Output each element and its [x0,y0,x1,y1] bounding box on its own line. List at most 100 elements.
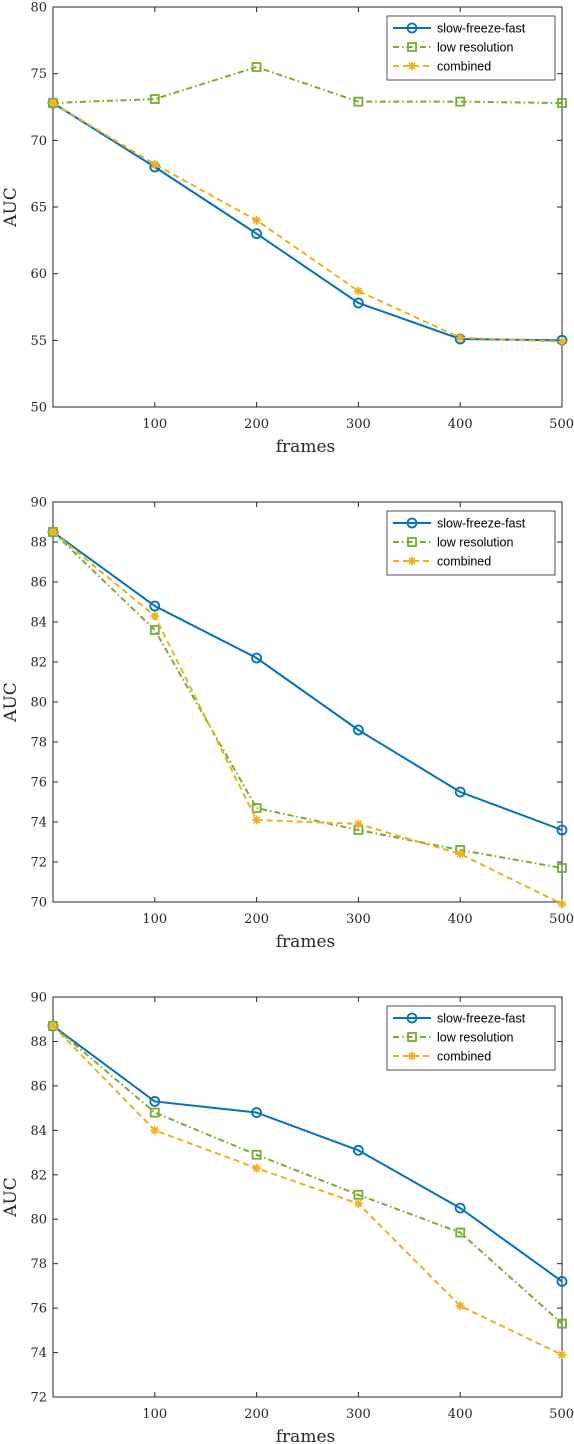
y-tick-label: 78 [30,1257,47,1272]
data-point [149,600,161,612]
y-tick-label: 76 [30,776,47,791]
data-point [557,863,567,873]
y-tick-label: 76 [30,1302,47,1317]
y-tick-label: 90 [30,991,47,1006]
y-tick-label: 72 [30,856,47,871]
data-point [353,819,363,829]
legend-label: combined [437,60,491,74]
data-point [455,96,466,107]
y-tick-label: 88 [30,1035,47,1050]
chart-1: 50 55 60 65 70 75 80 100 200 300 400 500 frames AUC sl… [1,1,574,458]
x-tick-label: 400 [448,912,473,927]
data-point [455,849,465,859]
legend-swatch-marker [406,1012,418,1024]
x-tick-label: 300 [346,417,371,432]
y-tick-label: 70 [30,134,47,149]
data-point [455,1227,466,1238]
y-tick-label: 86 [30,1079,47,1094]
x-tick-label: 100 [142,912,167,927]
data-point [352,297,364,309]
chart-3: 72 74 76 78 80 82 84 86 88 90 100 200 300 400 500 frame… [1,991,574,1444]
data-point [252,215,262,225]
y-tick-label: 75 [30,67,47,82]
data-point [251,228,263,240]
x-tick-label: 300 [346,912,371,927]
series-combined [48,527,567,909]
series-line [52,531,563,831]
legend-label: combined [437,555,491,569]
legend-label: slow-freeze-fast [437,1012,526,1026]
data-point [454,1202,466,1214]
x-axis-label: frames [276,1427,335,1444]
y-tick-label: 82 [30,656,47,671]
data-point [150,159,160,169]
x-tick-label: 200 [244,1407,269,1422]
data-point [251,652,263,664]
y-tick-label: 86 [30,576,47,591]
data-point [557,899,567,909]
y-tick-label: 60 [30,267,47,282]
data-point [48,1021,58,1031]
chart-2: 70 72 74 76 78 80 82 84 86 88 90 100 200 300 400 500 fra… [1,496,574,953]
y-tick-label: 82 [30,1168,47,1183]
y-tick-label: 80 [30,1213,47,1228]
y-tick-label: 70 [30,896,47,911]
series-line [52,1025,563,1356]
y-tick-label: 84 [30,1124,47,1139]
data-point [353,1189,364,1200]
data-point [251,62,262,72]
legend: slow-freeze-fast low resolution combined [386,15,556,81]
data-point [353,1199,363,1209]
y-tick-label: 65 [30,201,47,216]
series-slow-freeze-fast [47,1020,568,1287]
data-point [149,625,160,635]
y-tick-label: 78 [30,736,47,751]
x-tick-label: 500 [549,417,574,432]
data-point [48,98,58,108]
y-tick-label: 74 [30,816,47,831]
data-point [48,527,58,537]
data-point [557,337,567,347]
x-tick-label: 500 [549,1407,574,1422]
legend-swatch-marker [406,517,418,529]
y-tick-label: 80 [30,1,47,16]
legend: slow-freeze-fast low resolution combined [386,1005,556,1071]
data-point [454,786,466,798]
series-line [52,65,563,104]
series-line [52,1025,563,1325]
data-point [556,1276,568,1287]
data-point [150,611,160,621]
data-point [352,724,364,736]
y-tick-label: 88 [30,536,47,551]
data-point [556,824,568,836]
y-axis-label: AUC [1,682,21,723]
data-point [149,94,160,104]
legend-label: slow-freeze-fast [437,517,526,531]
data-point [557,98,567,108]
data-point [251,803,262,813]
series-line [52,531,563,869]
data-point [455,333,465,343]
legend-swatch-marker [407,1032,417,1042]
data-point [149,1096,161,1107]
data-point [251,1107,263,1118]
legend-swatch-marker [407,61,417,71]
x-tick-label: 200 [244,912,269,927]
series-line [52,102,563,342]
y-tick-label: 72 [30,1391,47,1406]
series-line [52,1025,563,1283]
y-axis-label: AUC [1,1177,21,1218]
data-point [352,1144,364,1156]
x-tick-label: 400 [448,1407,473,1422]
legend-label: low resolution [437,1031,513,1045]
y-tick-label: 84 [30,616,47,631]
data-point [557,1350,567,1360]
x-tick-label: 100 [142,1407,167,1422]
data-point [557,1318,567,1329]
legend-swatch-marker [407,556,417,566]
x-tick-label: 400 [448,417,473,432]
y-tick-label: 50 [30,401,47,416]
x-tick-label: 500 [549,912,574,927]
legend-swatch-marker [407,42,417,52]
